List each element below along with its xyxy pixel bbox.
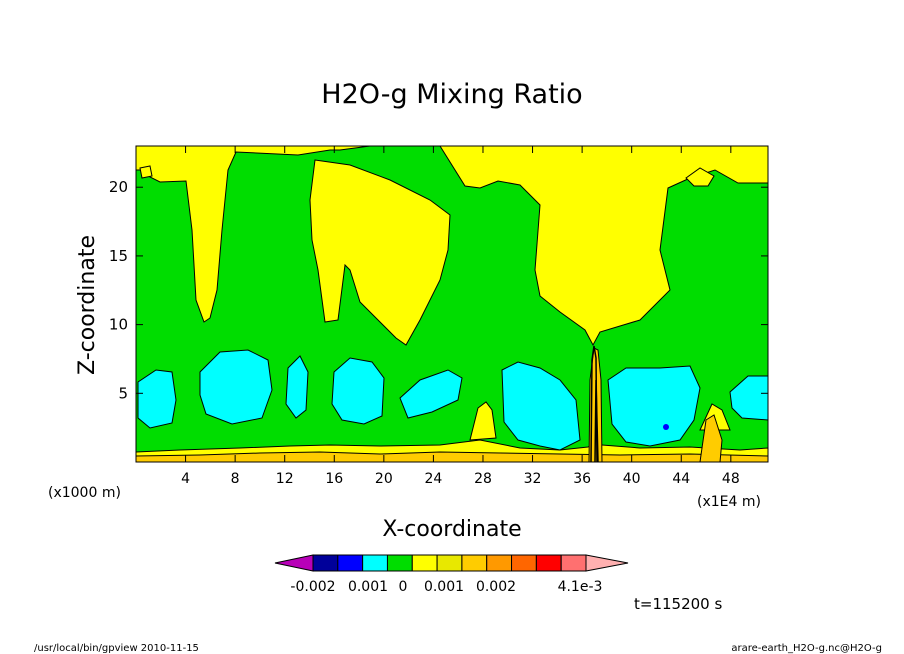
colorbar-cell [486,554,513,572]
x-tick-label: 48 [722,471,740,487]
plot-area [135,145,769,463]
contour-region [469,401,497,441]
x-tick-label: 4 [181,471,190,487]
x-tick-label: 8 [231,471,240,487]
y-axis-label: Z-coordinate [75,235,100,375]
x-tick-label: 16 [325,471,343,487]
contour-region [607,365,701,447]
chart-title: H2O-g Mixing Ratio [321,79,582,110]
colorbar-cell [312,554,339,572]
x-tick-label: 12 [276,471,294,487]
colorbar-cell [386,554,413,572]
colorbar-cell [337,554,364,572]
x-tick-label: 20 [375,471,393,487]
blue-spot [663,424,669,430]
contour-region [699,414,723,462]
colorbar-ticks: -0.002 0.001 0 0.001 0.002 4.1e-3 [290,579,602,595]
colorbar-tick-label: 0.002 [476,579,516,595]
x-unit-right: (x1E4 m) [697,494,761,510]
colorbar-tick-label: -0.002 [290,579,335,595]
x-axis-label: X-coordinate [382,517,521,542]
x-tick-label: 36 [573,471,591,487]
contour-region [729,375,768,421]
contour-region [501,361,581,451]
colorbar-tick-label: 0.001 [348,579,388,595]
colorbar-cell [411,554,438,572]
footer-left: /usr/local/bin/gpview 2010-11-15 [34,643,199,654]
colorbar-cell [461,554,488,572]
x-unit-left: (x1000 m) [48,485,121,501]
plot-frame [135,145,769,463]
y-tick-label: 10 [109,316,128,334]
contour-region [309,159,451,346]
y-axis: 5 10 15 20 [109,178,768,402]
contour-region [139,165,153,179]
contour-region [137,369,177,429]
x-axis: 4 8 12 16 20 24 28 32 36 40 44 48 [181,146,740,487]
contour-region [136,146,768,347]
contour-region [331,357,385,425]
x-tick-label: 40 [623,471,641,487]
plume-contour [594,379,599,462]
contour-region [136,451,768,462]
colorbar-tick-label: 4.1e-3 [558,579,603,595]
contour-region [285,355,309,419]
x-tick-label: 24 [424,471,442,487]
colorbar-tick-label: 0.001 [424,579,464,595]
colorbar-cell [511,554,537,572]
colorbar-tick-label: 0 [399,579,408,595]
contour-region [199,349,273,425]
x-tick-label: 32 [524,471,542,487]
colorbar-cell [436,554,463,572]
y-tick-label: 15 [109,247,128,265]
colorbar-cell [535,554,562,572]
contour-region [685,167,715,187]
contour-region [399,369,463,419]
y-tick-label: 5 [118,384,128,402]
colorbar-high-arrow [585,554,629,572]
time-label: t=115200 s [634,595,722,613]
footer-right: arare-earth_H2O-g.nc@H2O-g [731,643,882,654]
colorbar-cell [560,554,587,572]
y-tick-label: 20 [109,178,128,196]
colorbar [274,554,629,572]
colorbar-low-arrow [274,554,314,572]
x-tick-label: 28 [474,471,492,487]
colorbar-cell [362,554,388,572]
x-tick-label: 44 [672,471,690,487]
contour-fields [136,146,768,462]
